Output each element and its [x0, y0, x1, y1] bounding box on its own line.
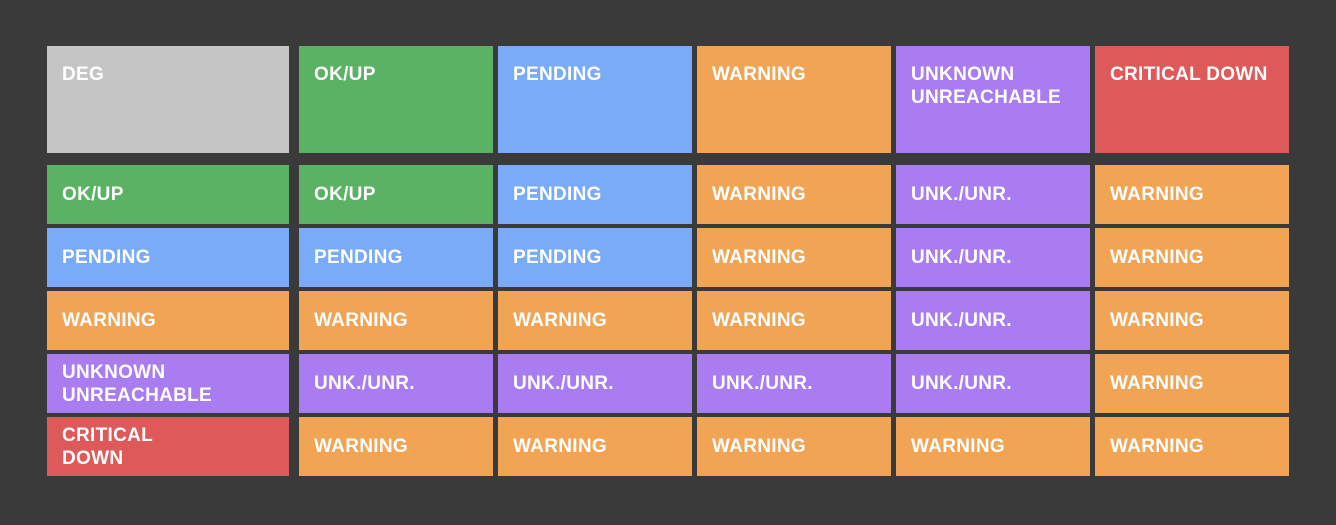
matrix-cell: UNK./UNR. — [697, 354, 891, 413]
row-header-ok-up: OK/UP — [47, 165, 289, 224]
matrix-cell: UNK./UNR. — [896, 354, 1090, 413]
column-header-ok-up: OK/UP — [299, 46, 493, 153]
matrix-cell: WARNING — [498, 417, 692, 476]
row-header-pending: PENDING — [47, 228, 289, 287]
matrix-cell: WARNING — [1095, 417, 1289, 476]
matrix-cell: UNK./UNR. — [299, 354, 493, 413]
corner-cell-deg: DEG — [47, 46, 289, 153]
matrix-cell: WARNING — [1095, 165, 1289, 224]
column-header-critical-down: CRITICAL DOWN — [1095, 46, 1289, 153]
matrix-row-pending: PENDING PENDING PENDING WARNING UNK./UNR… — [47, 228, 1289, 287]
matrix-cell: WARNING — [697, 291, 891, 350]
row-header-warning: WARNING — [47, 291, 289, 350]
column-header-warning: WARNING — [697, 46, 891, 153]
matrix-row-ok-up: OK/UP OK/UP PENDING WARNING UNK./UNR. WA… — [47, 165, 1289, 224]
matrix-row-critical-down: CRITICAL DOWN WARNING WARNING WARNING WA… — [47, 417, 1289, 476]
matrix-row-unknown-unreachable: UNKNOWN UNREACHABLE UNK./UNR. UNK./UNR. … — [47, 354, 1289, 413]
row-header-unknown-unreachable: UNKNOWN UNREACHABLE — [47, 354, 289, 413]
matrix-row-warning: WARNING WARNING WARNING WARNING UNK./UNR… — [47, 291, 1289, 350]
row-header-critical-down: CRITICAL DOWN — [47, 417, 289, 476]
matrix-cell: WARNING — [1095, 354, 1289, 413]
matrix-header-row: DEG OK/UP PENDING WARNING UNKNOWN UNREAC… — [47, 46, 1289, 153]
matrix-cell: UNK./UNR. — [896, 228, 1090, 287]
matrix-cell: WARNING — [299, 417, 493, 476]
column-header-unknown-unreachable: UNKNOWN UNREACHABLE — [896, 46, 1090, 153]
matrix-cell: OK/UP — [299, 165, 493, 224]
matrix-cell: PENDING — [498, 165, 692, 224]
matrix-cell: WARNING — [697, 165, 891, 224]
matrix-cell: WARNING — [697, 228, 891, 287]
matrix-cell: UNK./UNR. — [896, 165, 1090, 224]
matrix-cell: PENDING — [299, 228, 493, 287]
matrix-cell: WARNING — [1095, 228, 1289, 287]
column-header-pending: PENDING — [498, 46, 692, 153]
matrix-cell: PENDING — [498, 228, 692, 287]
matrix-cell: UNK./UNR. — [498, 354, 692, 413]
matrix-cell: WARNING — [697, 417, 891, 476]
state-matrix: DEG OK/UP PENDING WARNING UNKNOWN UNREAC… — [47, 46, 1289, 480]
matrix-cell: WARNING — [498, 291, 692, 350]
matrix-cell: WARNING — [896, 417, 1090, 476]
matrix-cell: WARNING — [1095, 291, 1289, 350]
matrix-cell: UNK./UNR. — [896, 291, 1090, 350]
matrix-cell: WARNING — [299, 291, 493, 350]
